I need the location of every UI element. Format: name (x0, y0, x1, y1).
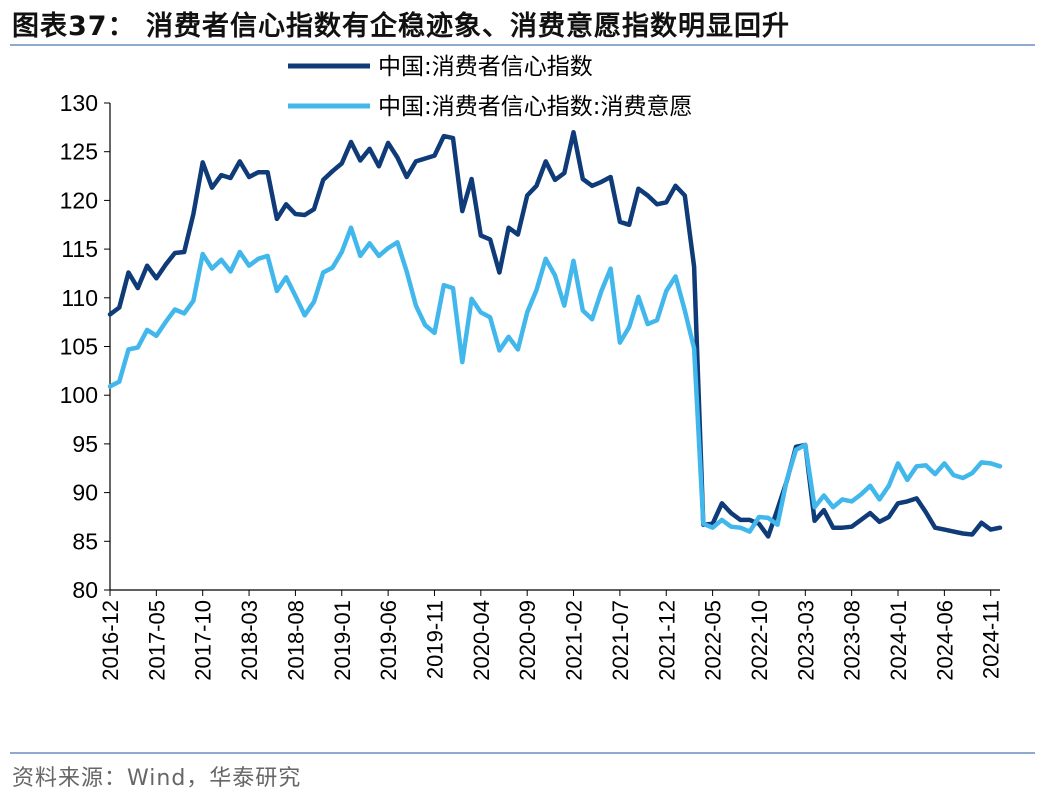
x-tick-label: 2017-10 (191, 600, 216, 681)
top-divider (10, 44, 1035, 46)
series-line-2 (107, 225, 1003, 534)
x-tick-label: 2020-09 (515, 600, 540, 681)
x-tick-label: 2016-12 (98, 600, 123, 681)
legend-label-1: 中国:消费者信心指数 (378, 54, 593, 80)
x-tick-label: 2018-08 (283, 600, 308, 681)
x-tick-label: 2020-04 (469, 600, 494, 681)
y-tick-label: 80 (72, 577, 98, 603)
x-tick-label: 2018-03 (237, 600, 262, 681)
y-tick-label: 115 (61, 236, 98, 262)
x-tick-label: 2022-05 (701, 600, 726, 681)
y-tick-label: 90 (72, 480, 98, 506)
y-tick-label: 105 (60, 334, 98, 360)
legend-label-2: 中国:消费者信心指数:消费意愿 (378, 94, 693, 120)
x-tick-label: 2019-01 (330, 600, 355, 681)
x-tick-label: 2019-11 (422, 600, 447, 679)
y-tick-label: 120 (60, 187, 98, 213)
y-tick-label: 100 (60, 382, 98, 408)
y-tick-label: 130 (60, 90, 98, 116)
bottom-divider (10, 752, 1035, 754)
x-tick-label: 2021-07 (608, 600, 633, 681)
source-note: 资料来源：Wind，华泰研究 (12, 766, 302, 791)
x-tick-label: 2017-05 (144, 600, 169, 681)
series-line-1 (107, 129, 1003, 539)
y-tick-label: 85 (72, 528, 98, 554)
chart-axes: 80 85 90 95 100 105 110 115 120 125 130 2016-12 2017… (60, 90, 1004, 681)
x-tick-label: 2023-03 (793, 600, 818, 681)
x-tick-label: 2024-11 (979, 600, 1004, 679)
x-tick-label: 2019-06 (376, 600, 401, 681)
y-tick-label: 110 (61, 285, 98, 311)
x-tick-label: 2021-12 (654, 600, 679, 681)
x-tick-label: 2022-10 (747, 600, 772, 681)
series-layer (107, 129, 1003, 539)
chart-title: 图表37： 消费者信心指数有企稳迹象、消费意愿指数明显回升 (12, 11, 790, 42)
x-tick-label: 2024-01 (886, 600, 911, 681)
x-tick-label: 2021-02 (562, 600, 587, 681)
x-tick-label: 2023-08 (840, 600, 865, 681)
y-tick-label: 125 (60, 139, 98, 165)
y-tick-label: 95 (72, 431, 98, 457)
x-tick-label: 2024-06 (932, 600, 957, 681)
